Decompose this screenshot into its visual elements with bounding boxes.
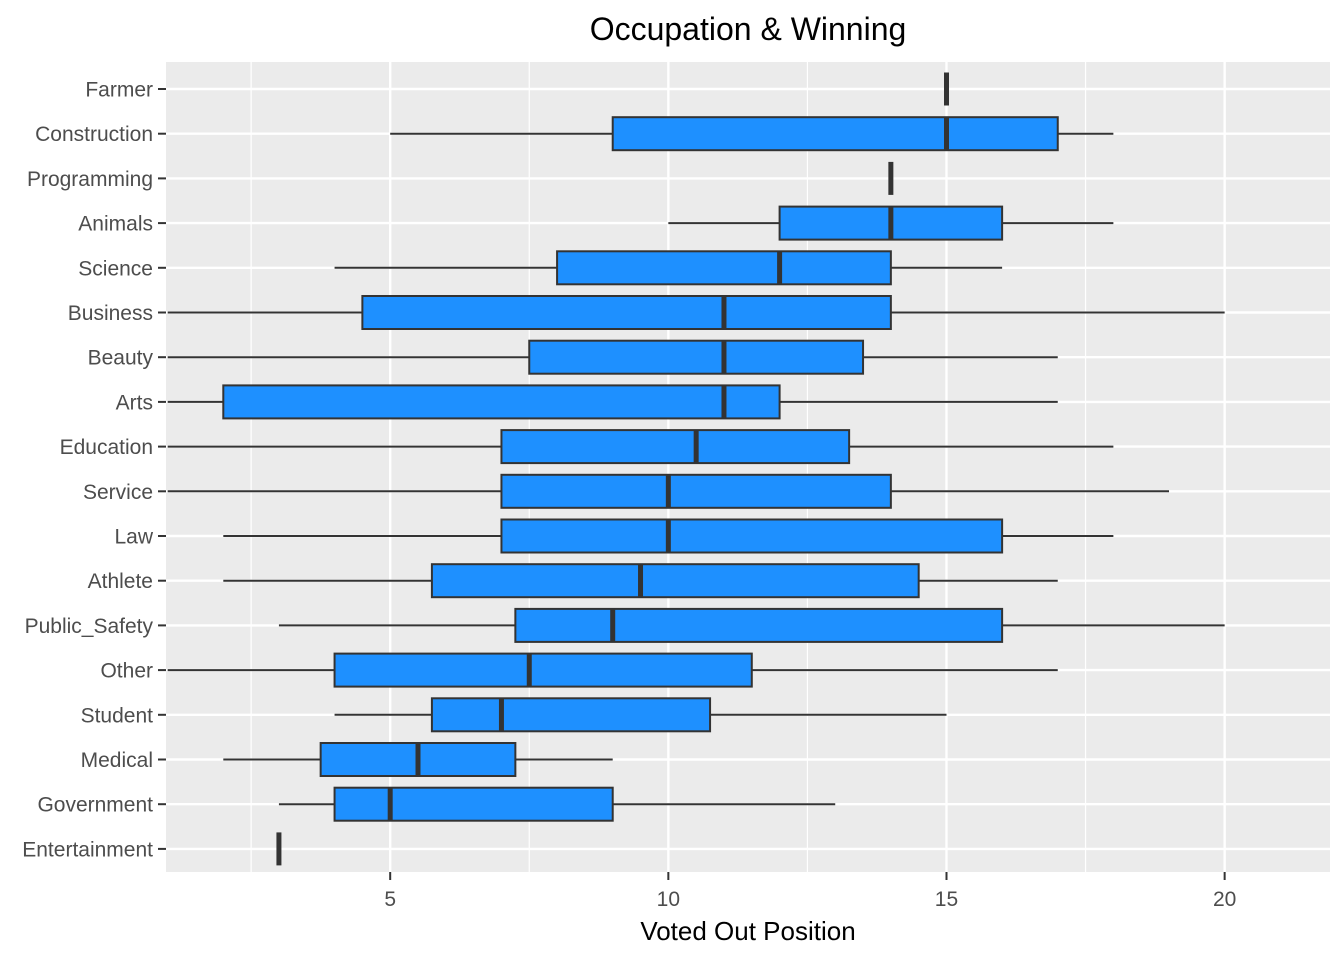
box-law — [223, 518, 1114, 554]
x-axis-title: Voted Out Position — [640, 916, 855, 946]
iqr-box — [528, 339, 865, 375]
box-beauty — [167, 339, 1058, 375]
box-medical — [223, 742, 613, 777]
box-animals — [668, 205, 1114, 241]
x-tick-label: 15 — [935, 888, 958, 911]
iqr-box — [361, 295, 892, 330]
y-tick-label: Business — [68, 302, 153, 325]
y-tick-label: Programming — [27, 168, 153, 191]
iqr-box — [333, 786, 614, 822]
x-tick-label: 10 — [657, 888, 680, 911]
y-tick-label: Education — [60, 436, 153, 459]
y-tick-label: Government — [37, 794, 153, 817]
y-tick-label: Construction — [35, 123, 153, 146]
plot-panel — [166, 62, 1330, 872]
box-public-safety — [278, 607, 1225, 643]
box-science — [334, 250, 1003, 286]
box-other — [167, 652, 1058, 688]
boxes — [167, 72, 1225, 866]
y-tick-label: Athlete — [88, 570, 153, 593]
box-government — [278, 786, 836, 822]
y-tick-label: Farmer — [85, 79, 153, 102]
iqr-box — [430, 563, 920, 599]
y-tick-label: Public_Safety — [25, 615, 154, 638]
iqr-box — [514, 607, 1004, 643]
box-business — [167, 295, 1225, 330]
y-tick-label: Animals — [78, 213, 153, 236]
y-tick-label: Service — [83, 481, 153, 504]
box-student — [334, 697, 947, 733]
x-tick-label: 5 — [384, 888, 396, 911]
iqr-box — [611, 116, 1059, 152]
y-tick-label: Law — [114, 526, 153, 549]
iqr-box — [556, 250, 892, 286]
x-tick-label: 20 — [1213, 888, 1236, 911]
iqr-box — [430, 697, 712, 733]
y-tick-label: Beauty — [88, 347, 154, 370]
y-tick-label: Entertainment — [22, 838, 153, 861]
box-arts — [167, 384, 1058, 420]
iqr-box — [500, 473, 892, 509]
y-tick-label: Arts — [116, 391, 153, 414]
x-axis: 5 10 15 20 — [384, 872, 1236, 911]
y-tick-label: Student — [81, 704, 154, 727]
y-tick-label: Science — [78, 257, 153, 280]
y-axis: Farmer Construction Programming Animals Scie… — [22, 79, 166, 861]
iqr-box — [222, 384, 781, 420]
y-tick-label: Medical — [81, 749, 153, 772]
iqr-box — [500, 429, 851, 465]
box-education — [167, 429, 1114, 465]
box-service — [167, 473, 1170, 509]
y-tick-label: Other — [100, 660, 153, 683]
chart-title: Occupation & Winning — [590, 11, 907, 47]
box-athlete — [223, 563, 1058, 599]
box-construction — [390, 116, 1114, 152]
iqr-box — [333, 652, 753, 688]
iqr-box — [500, 518, 1004, 554]
